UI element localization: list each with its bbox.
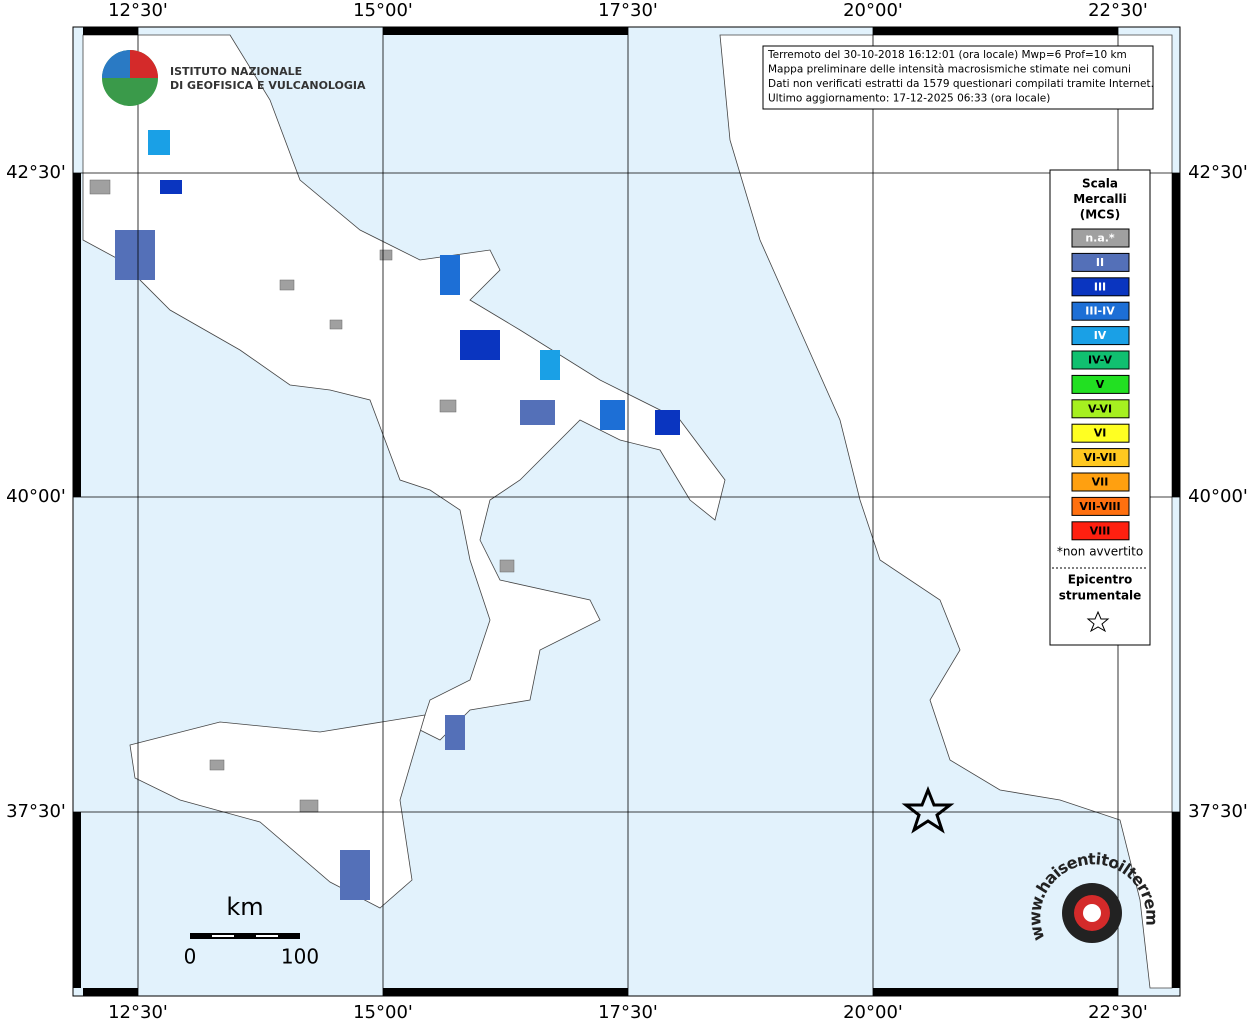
legend-label: n.a.* <box>1085 232 1115 245</box>
legend-swatch <box>1071 326 1130 346</box>
legend-label: III-IV <box>1085 305 1115 318</box>
lon-label: 20°00' <box>843 0 903 21</box>
legend-epicenter: strumentale <box>1059 589 1142 603</box>
legend-label: IV <box>1094 329 1107 342</box>
legend-label: IV-V <box>1088 354 1113 367</box>
scale-label: 0 <box>184 945 197 969</box>
legend-label: VII-VIII <box>1079 500 1120 513</box>
scale-unit: km <box>226 893 263 921</box>
institute-line: ISTITUTO NAZIONALE <box>170 65 302 78</box>
frame-bar <box>873 988 1118 996</box>
legend-label: VII <box>1092 476 1109 489</box>
frame-bar <box>1172 173 1180 497</box>
frame-bar <box>873 27 1118 35</box>
lon-label: 20°00' <box>843 1002 903 1023</box>
legend-swatch <box>1071 301 1130 321</box>
lon-label: 15°00' <box>353 1002 413 1023</box>
legend-label: III <box>1094 280 1106 293</box>
felt-areas <box>115 130 680 900</box>
lon-label: 17°30' <box>598 1002 658 1023</box>
legend-swatch <box>1071 252 1130 272</box>
info-line: Mappa preliminare delle intensità macros… <box>768 64 1131 76</box>
lat-label: 37°30' <box>1188 801 1248 822</box>
lon-label: 12°30' <box>108 1002 168 1023</box>
info-box <box>762 45 1154 110</box>
info-line: Dati non verificati estratti da 1579 que… <box>768 78 1154 90</box>
lon-label: 17°30' <box>598 0 658 21</box>
legend-title: (MCS) <box>1080 208 1121 222</box>
legend-title: Scala <box>1082 177 1118 191</box>
legend-swatch <box>1071 448 1130 468</box>
legend-swatch <box>1071 228 1130 248</box>
legend-star <box>1086 610 1110 633</box>
frame-bar <box>73 173 81 497</box>
frame-bar <box>383 988 628 996</box>
legend-label: II <box>1096 256 1104 269</box>
legend-note: *non avvertito <box>1057 545 1143 559</box>
legend-epicenter: Epicentro <box>1068 573 1133 587</box>
logo: ISTITUTO NAZIONALE DI GEOFISICA E VULCAN… <box>102 50 366 106</box>
frame-bar <box>1172 812 1180 988</box>
legend-label: V <box>1096 378 1105 391</box>
lat-label: 40°00' <box>1188 486 1248 507</box>
legend-label: VI <box>1094 427 1107 440</box>
epicenter <box>901 785 955 834</box>
info-line: Terremoto del 30-10-2018 16:12:01 (ora l… <box>767 49 1127 61</box>
legend-swatch <box>1071 472 1130 492</box>
scale-label: 100 <box>281 945 319 969</box>
legend-swatch <box>1071 374 1130 394</box>
legend-swatch <box>1071 423 1130 443</box>
lon-label: 15°00' <box>353 0 413 21</box>
lat-label: 40°00' <box>6 486 66 507</box>
info-line: Ultimo aggiornamento: 17-12-2025 06:33 (… <box>768 93 1050 105</box>
lat-label: 42°30' <box>1188 162 1248 183</box>
legend-swatch <box>1071 399 1130 419</box>
frame-bar <box>73 812 81 988</box>
legend-swatch <box>1071 277 1130 297</box>
lon-label: 22°30' <box>1088 0 1148 21</box>
institute-line: DI GEOFISICA E VULCANOLOGIA <box>170 79 366 92</box>
frame-bar <box>83 27 138 35</box>
frame-bar <box>383 27 628 35</box>
legend-swatch <box>1071 521 1130 541</box>
scale-bar: km 0 100 <box>184 893 319 969</box>
frame-bar <box>83 988 138 996</box>
legend-title: Mercalli <box>1073 192 1127 206</box>
legend-label: VI-VII <box>1083 451 1116 464</box>
legend-label: VIII <box>1090 524 1111 537</box>
lat-label: 42°30' <box>6 162 66 183</box>
legend-swatch <box>1071 350 1130 370</box>
legend-label: V-VI <box>1088 402 1112 415</box>
legend-swatch <box>1071 496 1130 516</box>
lat-label: 37°30' <box>6 801 66 822</box>
lon-label: 22°30' <box>1088 1002 1148 1023</box>
lon-label: 12°30' <box>108 0 168 21</box>
municipalities <box>89 179 515 813</box>
